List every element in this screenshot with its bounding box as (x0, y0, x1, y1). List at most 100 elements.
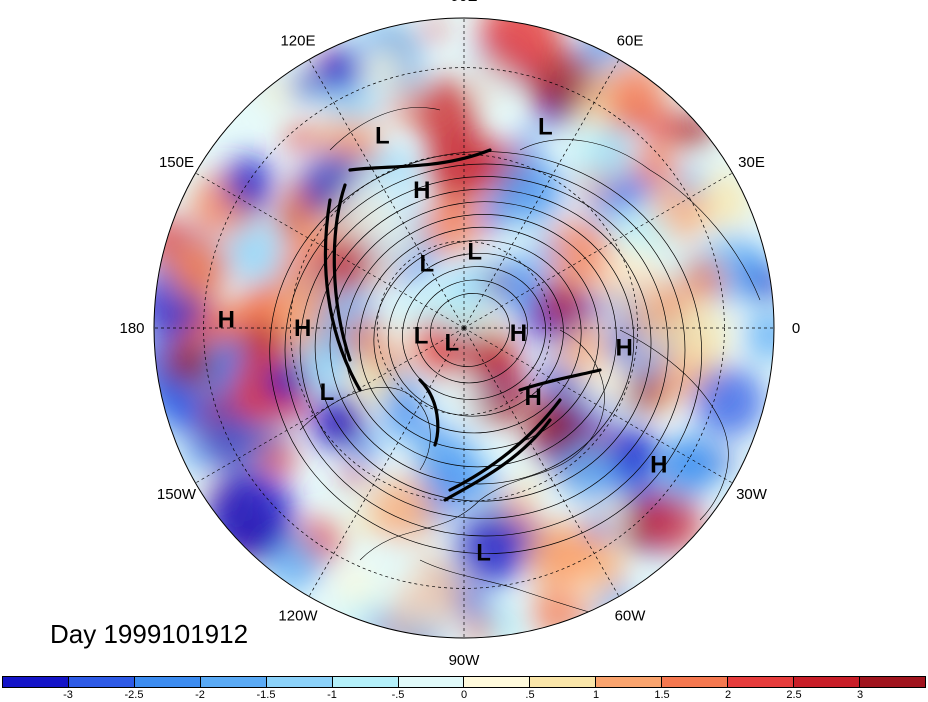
colorbar-tick-label: -.5 (391, 689, 405, 701)
anomaly-blob (454, 258, 499, 304)
jet-contour (418, 378, 440, 447)
anomaly-blob (432, 290, 478, 336)
colorbar-swatch (530, 677, 597, 687)
meridian (463, 59, 620, 329)
anomaly-blob (487, 607, 526, 638)
date-title: Day 1999101912 (50, 619, 249, 649)
anomaly-blob (154, 375, 202, 430)
longitude-label: 120E (280, 32, 315, 49)
colorbar-swatch (596, 677, 663, 687)
colorbar-tick-label: 2 (724, 689, 732, 701)
anomaly-blob (581, 377, 610, 406)
anomaly-blob (569, 124, 632, 186)
jet-contour (448, 398, 562, 492)
anomaly-blob (693, 365, 765, 438)
anomaly-blob (315, 236, 373, 294)
colorbar-tick-label: -2.5 (124, 689, 144, 701)
meridian (463, 172, 733, 329)
colorbar-swatch (398, 677, 465, 687)
colorbar-swatch (859, 677, 925, 687)
contour-line (269, 151, 703, 554)
anomaly-blob (478, 202, 508, 232)
anomaly-blob (180, 441, 210, 470)
contour-line (359, 226, 600, 451)
anomaly-blob (309, 399, 361, 450)
high-pressure-label: H (616, 335, 633, 362)
longitude-label: 60E (617, 32, 644, 49)
anomaly-blob (494, 155, 564, 225)
jet-contour (323, 198, 362, 392)
anomaly-blob (529, 588, 581, 638)
coastlines (299, 107, 761, 616)
longitude-label: 150E (159, 154, 194, 171)
longitude-label: 90E (451, 0, 478, 5)
anomaly-blob (357, 48, 402, 93)
anomaly-blob (348, 431, 382, 464)
anomaly-blob (342, 463, 367, 488)
low-pressure-label: L (538, 114, 553, 141)
coastline (329, 107, 441, 151)
anomaly-feature (480, 18, 560, 75)
anomaly-blob (387, 97, 413, 123)
anomaly-blob (631, 282, 702, 352)
colorbar-swatch (464, 677, 531, 687)
colorbar-swatch (3, 677, 69, 687)
latitude-circle (290, 154, 638, 502)
anomaly-blob (585, 513, 612, 540)
meridian (463, 327, 733, 484)
latitude-circle (376, 240, 552, 416)
colorbar-tick-label: -3 (63, 689, 73, 701)
contour-line (402, 266, 546, 400)
jet-stream-contours (323, 148, 602, 502)
high-pressure-label: H (218, 307, 235, 334)
colorbar-swatch (200, 677, 267, 687)
anomaly-blob (342, 173, 414, 246)
colorbar-tick-label: 0 (460, 689, 468, 701)
meridian (195, 327, 465, 484)
contour-line (387, 252, 564, 417)
low-pressure-label: L (419, 251, 434, 278)
anomaly-blob (334, 564, 379, 609)
colorbar-tick-label: 2.5 (786, 689, 802, 701)
anomaly-blob (289, 70, 321, 102)
anomaly-blob (224, 223, 285, 284)
high-pressure-label: H (510, 320, 527, 347)
colorbar-swatch (134, 677, 201, 687)
anomaly-feature (205, 20, 265, 80)
longitude-label: 60W (615, 608, 647, 625)
colorbar-swatch (266, 677, 333, 687)
anomaly-blob (680, 256, 726, 302)
anomaly-feature (318, 48, 362, 92)
colorbar-tick-label: 1 (592, 689, 600, 701)
low-pressure-label: L (375, 123, 390, 150)
anomaly-blob (369, 477, 437, 545)
colorbar-tick-label: -1 (327, 689, 337, 701)
anomaly-feature (265, 362, 305, 402)
colorbar-swatch (68, 677, 135, 687)
anomaly-blob (532, 239, 559, 265)
anomaly-blob (392, 572, 455, 635)
jet-contour (518, 368, 602, 392)
anomaly-blob (304, 350, 337, 382)
anomaly-blob (607, 173, 647, 213)
coastline (519, 139, 761, 301)
anomaly-blob (378, 349, 404, 375)
anomaly-blob (522, 394, 584, 456)
colorbar-labels: -3 -2.5 -2 -1.5 -1 -.5 0 .5 1 1.5 2 2.5 3 (0, 689, 928, 702)
high-pressure-label: H (413, 177, 430, 204)
anomaly-blob (707, 232, 733, 258)
anomaly-feature (170, 240, 230, 300)
contour-line (314, 188, 652, 502)
anomaly-feature (665, 435, 715, 485)
anomaly-feature (525, 520, 595, 590)
longitude-label: 120W (278, 608, 318, 625)
contour-line (284, 163, 686, 537)
colorbar-swatch (794, 677, 860, 687)
colorbar-tick-label: 1.5 (654, 689, 670, 701)
contour-line (373, 239, 582, 434)
jet-contour (332, 183, 352, 362)
longitude-label: 90W (449, 652, 481, 669)
high-pressure-label: H (524, 384, 541, 411)
jet-contour (348, 148, 492, 172)
